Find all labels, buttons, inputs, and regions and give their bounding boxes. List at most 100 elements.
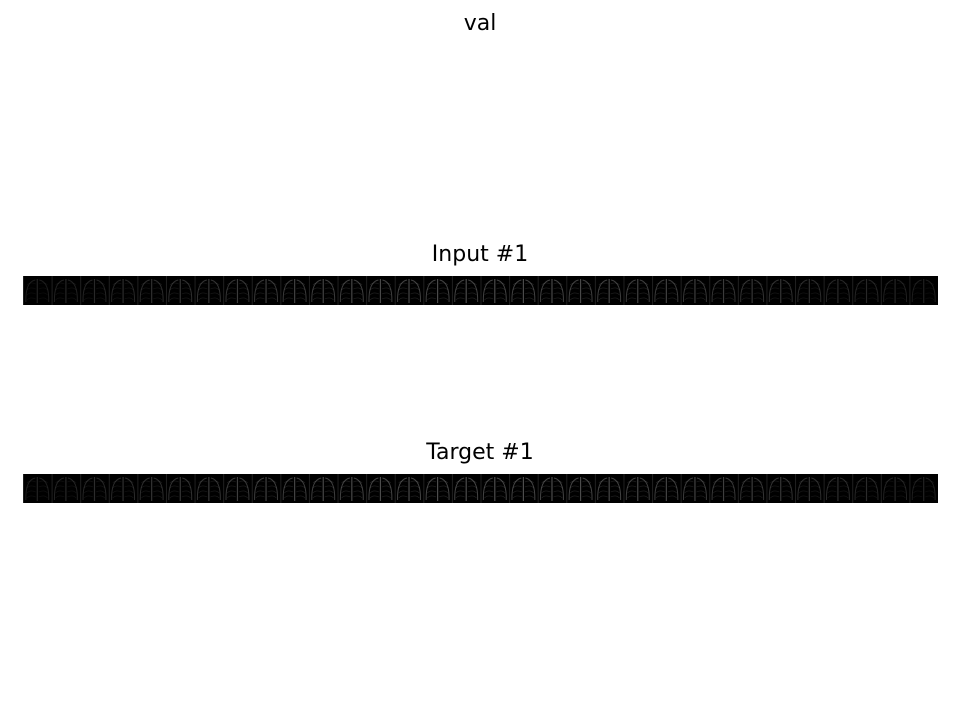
rib-line — [655, 282, 665, 286]
rib-line — [55, 297, 65, 301]
rib-line — [696, 297, 706, 301]
rib-line — [26, 480, 36, 484]
rib-line — [369, 490, 380, 494]
rib-line — [553, 282, 563, 286]
rib-line — [455, 480, 465, 484]
rib-line — [255, 480, 265, 484]
rib-line — [398, 292, 408, 296]
xray-tile — [594, 474, 622, 503]
rib-line — [512, 490, 523, 494]
rib-line — [238, 480, 248, 484]
rib-line — [83, 292, 94, 296]
rib-line — [581, 485, 592, 489]
rib-line — [112, 490, 122, 494]
rib-line — [267, 490, 277, 494]
xray-tile — [623, 474, 650, 503]
rib-line — [827, 282, 837, 286]
rib-line — [713, 297, 723, 301]
rib-line — [312, 292, 322, 296]
rib-outline — [868, 279, 879, 303]
rib-line — [541, 485, 551, 489]
rib-line — [169, 282, 179, 286]
rib-line — [684, 490, 694, 494]
rib-line — [267, 292, 277, 296]
rib-line — [141, 480, 151, 484]
xray-tile — [108, 276, 136, 305]
rib-outline — [811, 279, 822, 303]
rib-line — [884, 485, 894, 489]
xray-tile — [308, 276, 336, 305]
rib-line — [610, 485, 620, 489]
rib-line — [124, 297, 134, 301]
rib-line — [353, 495, 363, 499]
rib-line — [553, 297, 563, 301]
rib-line — [496, 287, 506, 291]
rib-line — [484, 282, 494, 286]
xray-tile — [823, 276, 850, 305]
rib-line — [627, 480, 637, 484]
rib-outline — [896, 477, 908, 501]
rib-outline — [725, 477, 736, 501]
rib-line — [741, 297, 751, 301]
rib-line — [169, 480, 179, 484]
rib-line — [524, 292, 534, 296]
rib-outline — [639, 477, 650, 501]
xray-tile — [766, 276, 793, 305]
rib-line — [427, 480, 437, 484]
rib-line — [381, 485, 391, 489]
rib-line — [198, 495, 208, 499]
rib-outline — [454, 279, 465, 303]
rib-outline — [239, 279, 250, 303]
rib-line — [198, 485, 208, 489]
rib-line — [455, 495, 465, 499]
rib-line — [467, 495, 477, 499]
rib-line — [627, 292, 637, 296]
rib-line — [312, 495, 322, 499]
rib-line — [284, 287, 294, 291]
rib-line — [312, 485, 322, 489]
rib-outline — [582, 279, 593, 303]
rib-line — [467, 287, 477, 291]
rib-line — [255, 287, 265, 291]
rib-line — [153, 287, 163, 291]
rib-outline — [468, 279, 479, 303]
rib-line — [655, 495, 665, 499]
xray-tile — [680, 276, 707, 305]
rib-line — [610, 490, 620, 494]
rib-line — [896, 297, 906, 301]
rib-line — [512, 480, 523, 484]
rib-line — [55, 495, 65, 499]
rib-line — [296, 287, 306, 291]
rib-line — [741, 480, 751, 484]
rib-outline — [296, 279, 307, 303]
rib-outline — [839, 477, 850, 501]
rib-line — [627, 287, 637, 291]
rib-line — [667, 287, 677, 291]
xray-tile — [337, 276, 364, 305]
xray-tile — [852, 276, 879, 305]
rib-outline — [711, 477, 722, 501]
rib-line — [169, 287, 179, 291]
rib-line — [95, 292, 106, 296]
rib-outline — [568, 477, 579, 501]
rib-line — [312, 490, 322, 494]
rib-line — [639, 292, 649, 296]
rib-line — [455, 485, 465, 489]
rib-line — [884, 490, 894, 494]
rib-line — [141, 297, 151, 301]
rib-outline — [254, 477, 265, 501]
rib-outline — [196, 279, 207, 303]
rib-line — [598, 287, 608, 291]
rib-outline — [96, 477, 107, 501]
rib-line — [141, 495, 151, 499]
rib-line — [38, 282, 48, 286]
rib-line — [896, 287, 906, 291]
rib-line — [198, 292, 208, 296]
xray-tile — [51, 276, 78, 305]
rib-line — [627, 490, 637, 494]
rib-line — [95, 282, 106, 286]
rib-outline — [368, 279, 379, 303]
rib-line — [112, 292, 122, 296]
rib-line — [913, 292, 923, 296]
rib-line — [741, 495, 751, 499]
